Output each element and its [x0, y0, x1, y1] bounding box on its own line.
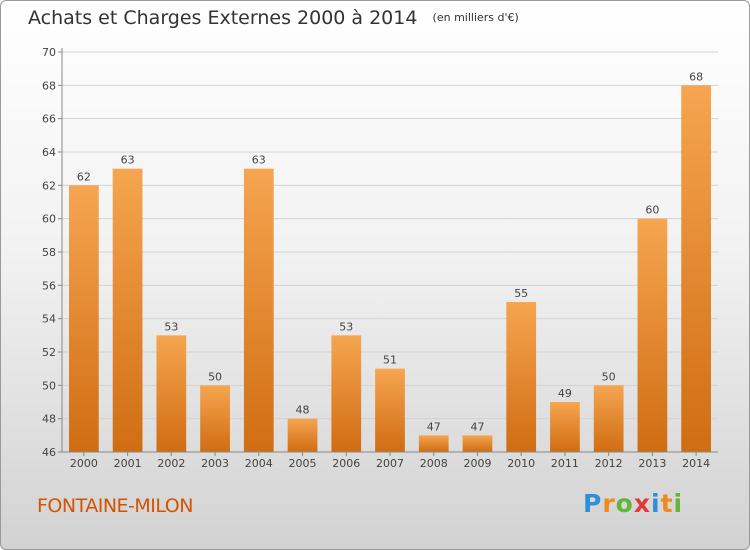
logo-letter: x	[633, 489, 651, 518]
bar-2008	[418, 435, 449, 452]
y-tick-label: 62	[42, 179, 56, 192]
data-label: 62	[77, 170, 91, 183]
data-label: 55	[514, 287, 528, 300]
data-label: 53	[339, 320, 353, 333]
y-tick-label: 64	[42, 146, 56, 159]
x-tick-label: 2011	[551, 457, 579, 470]
town-name: FONTAINE-MILON	[37, 495, 193, 517]
x-tick-label: 2000	[70, 457, 98, 470]
bar-2010	[506, 302, 537, 452]
logo-letter: o	[615, 489, 634, 518]
data-label: 49	[558, 387, 572, 400]
data-label: 53	[164, 320, 178, 333]
x-tick-label: 2013	[638, 457, 666, 470]
bar-2013	[637, 218, 668, 452]
y-tick-label: 46	[42, 446, 56, 459]
logo-letter: P	[583, 489, 603, 518]
bar-2000	[68, 185, 99, 453]
x-tick-label: 2006	[332, 457, 360, 470]
y-tick-label: 54	[42, 313, 56, 326]
x-tick-label: 2012	[595, 457, 623, 470]
proxiti-logo: Proxiti	[583, 489, 683, 518]
data-label: 60	[645, 204, 659, 217]
x-tick-label: 2002	[157, 457, 185, 470]
x-tick-label: 2001	[114, 457, 142, 470]
bar-2014	[681, 85, 712, 452]
bar-2012	[593, 385, 624, 452]
data-label: 47	[470, 420, 484, 433]
y-tick-label: 60	[42, 213, 56, 226]
y-tick-label: 52	[42, 346, 56, 359]
logo-letter: r	[602, 489, 616, 518]
x-tick-label: 2004	[245, 457, 273, 470]
bar-2004	[243, 168, 274, 452]
x-tick-label: 2008	[420, 457, 448, 470]
x-tick-label: 2003	[201, 457, 229, 470]
data-label: 51	[383, 354, 397, 367]
data-label: 63	[121, 154, 135, 167]
y-tick-label: 70	[42, 46, 56, 59]
bar-2007	[375, 368, 405, 452]
y-tick-label: 68	[42, 79, 56, 92]
data-label: 50	[208, 370, 222, 383]
data-label: 50	[602, 370, 616, 383]
x-tick-label: 2007	[376, 457, 404, 470]
y-tick-label: 50	[42, 379, 56, 392]
logo-letter: i	[651, 489, 661, 518]
data-label: 47	[427, 420, 441, 433]
logo-letter: i	[673, 489, 684, 518]
y-tick-label: 56	[42, 279, 56, 292]
x-tick-label: 2014	[682, 457, 710, 470]
data-label: 68	[689, 70, 703, 83]
x-tick-label: 2009	[463, 457, 491, 470]
bar-2009	[462, 435, 493, 452]
y-tick-label: 66	[42, 113, 56, 126]
x-tick-label: 2005	[289, 457, 317, 470]
bar-2001	[112, 168, 143, 452]
data-label: 63	[252, 154, 266, 167]
chart-title: Achats et Charges Externes 2000 à 2014	[28, 7, 418, 29]
x-tick-label: 2010	[507, 457, 535, 470]
chart-subtitle: (en milliers d'€)	[432, 11, 519, 24]
bar-2002	[156, 335, 187, 452]
bar-2006	[331, 335, 362, 452]
y-tick-label: 58	[42, 246, 56, 259]
data-label: 48	[296, 404, 310, 417]
bar-2005	[287, 418, 318, 452]
bar-2003	[200, 385, 230, 452]
logo-letter: t	[660, 489, 674, 518]
y-tick-label: 48	[42, 413, 56, 426]
title-line: Achats et Charges Externes 2000 à 2014 (…	[28, 7, 519, 29]
bar-2011	[550, 402, 580, 452]
